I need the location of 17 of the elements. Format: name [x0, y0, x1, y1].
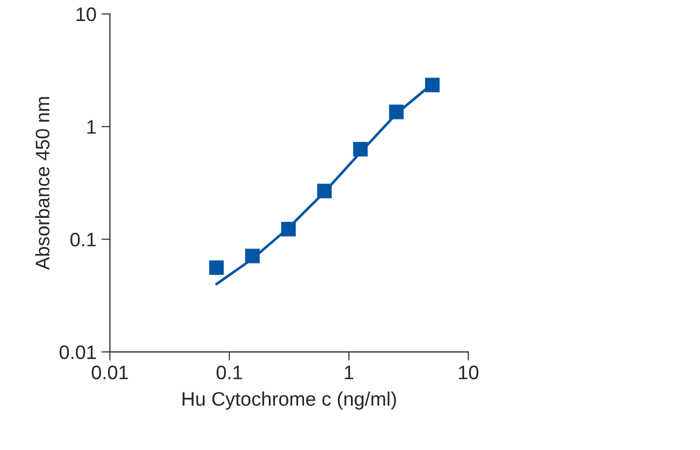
point — [317, 184, 332, 198]
x-tick-label: 1 — [344, 366, 354, 380]
y-tick-label: 0.1 — [70, 232, 96, 246]
x-tick-label: 10 — [458, 366, 478, 380]
y-axis-title: Absorbance 450 nm — [35, 97, 50, 270]
point — [281, 222, 296, 236]
y-tick-label: 0.01 — [60, 345, 96, 360]
x-axis-title: Hu Cytochrome c (ng/ml) — [182, 392, 396, 410]
y-tick-label: 10 — [76, 7, 96, 22]
x-tick-label: 0.1 — [216, 366, 242, 380]
y-tick-label: 1 — [87, 120, 96, 134]
x-tick-label: 0.01 — [92, 366, 128, 380]
point — [209, 260, 224, 275]
point — [353, 142, 368, 156]
point — [425, 78, 440, 92]
point — [245, 248, 260, 264]
point — [389, 104, 404, 120]
